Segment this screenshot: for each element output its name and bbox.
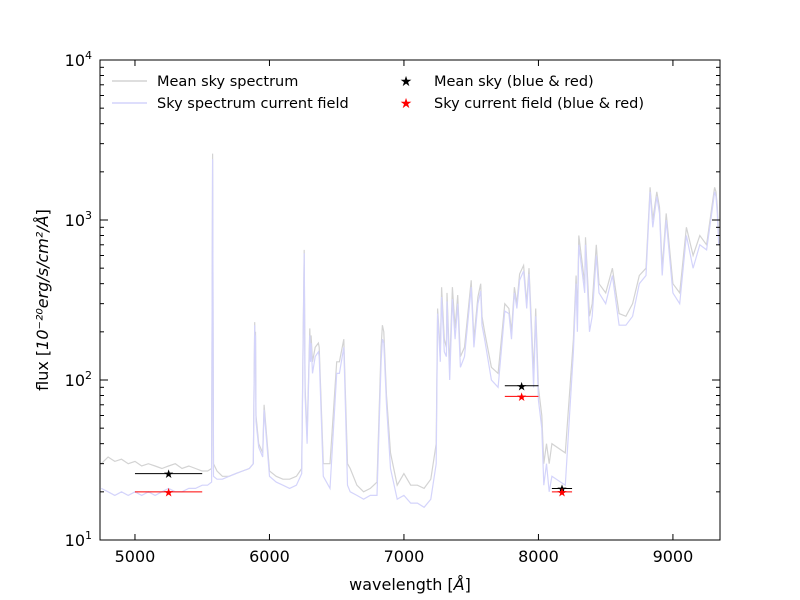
legend-label-mean-spectrum: Mean sky spectrum xyxy=(157,74,298,90)
y-axis-label-prefix: flux [ xyxy=(33,350,52,391)
legend-star-current-points: ★ xyxy=(400,96,413,112)
point-mean-sky: ★ xyxy=(163,467,174,481)
plot-frame xyxy=(99,59,721,541)
point-mean-sky: ★ xyxy=(516,379,527,393)
y-axis-label: flux [10⁻²⁰erg/s/cm²/Å] xyxy=(33,209,52,391)
y-tick-label: 104 xyxy=(65,49,92,70)
legend-star-mean-points: ★ xyxy=(400,74,413,90)
y-tick-label: 102 xyxy=(65,369,92,390)
x-tick-label: 7000 xyxy=(384,547,425,566)
y-tick-label: 103 xyxy=(65,209,92,230)
x-axis-label: wavelength [Å] xyxy=(349,575,471,594)
point-current-field: ★ xyxy=(516,390,527,404)
y-tick-label: 101 xyxy=(65,529,92,550)
x-tick-label: 5000 xyxy=(115,547,156,566)
x-tick-label: 8000 xyxy=(518,547,559,566)
x-tick-label: 6000 xyxy=(249,547,290,566)
point-current-field: ★ xyxy=(163,485,174,499)
x-axis-label-suffix: ] xyxy=(465,575,471,594)
point-mean-sky: ★ xyxy=(557,482,568,496)
y-axis-label-suffix: ] xyxy=(33,209,52,215)
x-axis-label-unit: Å xyxy=(453,575,465,594)
x-axis-label-prefix: wavelength [ xyxy=(349,575,454,594)
series-line-current-spectrum xyxy=(101,159,720,509)
legend: Mean sky spectrum Sky spectrum current f… xyxy=(112,74,644,112)
legend-label-current-spectrum: Sky spectrum current field xyxy=(157,96,349,112)
y-axis-label-unit: 10⁻²⁰erg/s/cm²/Å xyxy=(33,215,52,349)
legend-label-mean-points: Mean sky (blue & red) xyxy=(434,74,594,90)
point-current-field: ★ xyxy=(557,485,568,499)
plot-area: ★★★★★★ xyxy=(100,153,720,509)
x-tick-label: 9000 xyxy=(653,547,694,566)
legend-label-current-points: Sky current field (blue & red) xyxy=(434,96,644,112)
axis-ticks: 5000 6000 7000 8000 9000 101 102 103 104 xyxy=(65,49,720,566)
